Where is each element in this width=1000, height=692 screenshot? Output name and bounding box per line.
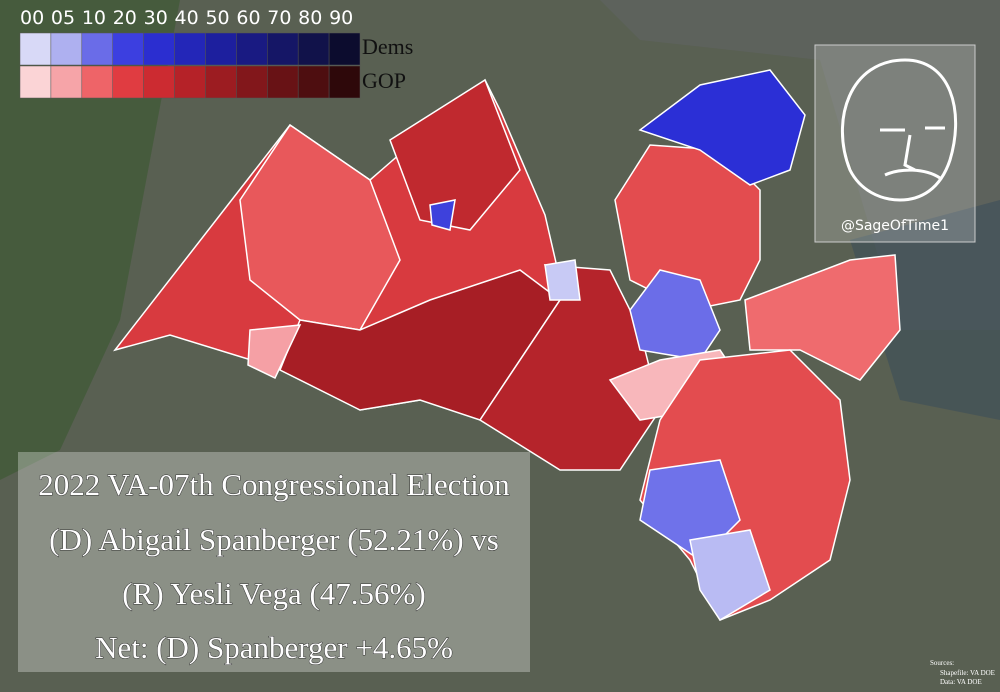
source: Shapefile: VA DOE <box>940 669 995 677</box>
legend-swatch <box>143 32 175 66</box>
legend-swatch <box>19 32 52 66</box>
legend-tick-label: 30 <box>144 7 168 29</box>
legend-swatch <box>297 32 330 66</box>
legend-tick-label: 60 <box>236 7 260 29</box>
legend-swatch <box>143 65 175 99</box>
legend-swatch <box>81 65 113 99</box>
legend-tick-label: 40 <box>175 7 199 29</box>
legend-swatch <box>19 65 52 99</box>
portrait-sketch <box>841 58 958 202</box>
legend-swatch <box>50 32 83 66</box>
legend-swatch <box>236 65 268 99</box>
legend-tick-label: 10 <box>82 7 106 29</box>
legend-tick-label: 90 <box>329 7 353 29</box>
legend: 00 05 10 20 30 40 50 60 70 80 90 <box>19 7 361 99</box>
legend-swatch <box>50 65 83 99</box>
legend-swatch <box>267 65 299 99</box>
legend-swatch <box>236 32 268 66</box>
legend-swatch <box>174 65 206 99</box>
credit-box <box>814 44 976 243</box>
title-line: (D) Abigail Spanberger (52.21%) vs <box>49 522 499 557</box>
title-line: Net: (D) Spanberger +4.65% <box>95 630 453 665</box>
legend-swatch <box>328 65 361 99</box>
title-line: (R) Yesli Vega (47.56%) <box>122 576 425 611</box>
legend-swatch <box>205 32 237 66</box>
legend-row-label: Dems <box>362 34 413 59</box>
districts <box>113 69 901 622</box>
legend-tick-label: 80 <box>298 7 322 29</box>
legend-swatch <box>112 65 144 99</box>
legend-swatch <box>174 32 206 66</box>
legend-tick-label: 05 <box>51 7 75 29</box>
title-box <box>18 452 530 672</box>
legend-swatch <box>267 32 299 66</box>
legend-swatch <box>297 65 330 99</box>
legend-row-label: GOP <box>362 68 406 93</box>
legend-tick-label: 20 <box>113 7 137 29</box>
legend-swatch <box>328 32 361 66</box>
river <box>850 200 1000 420</box>
legend-swatch <box>205 65 237 99</box>
terrain <box>0 0 180 480</box>
credit: @SageOfTime1 <box>841 218 949 234</box>
sources-heading: Sources: <box>930 659 954 667</box>
legend-swatch <box>81 32 113 66</box>
legend-tick-label: 70 <box>267 7 291 29</box>
legend-tick-label: 00 <box>20 7 44 29</box>
legend-tick-label: 50 <box>205 7 229 29</box>
legend-swatch <box>112 32 144 66</box>
title-line: 2022 VA-07th Congressional Election <box>38 467 510 502</box>
source: Data: VA DOE <box>940 678 982 686</box>
